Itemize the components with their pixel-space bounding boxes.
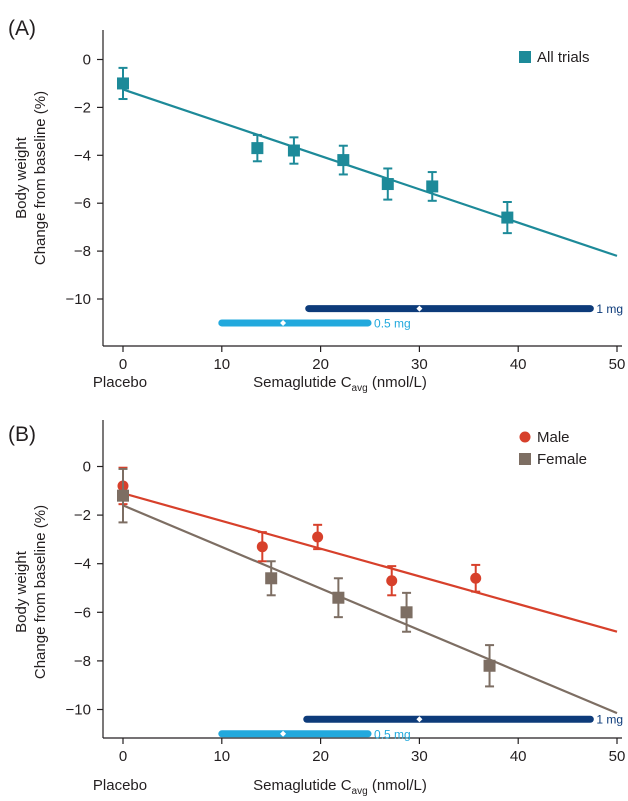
x-tick-label: 30 (411, 748, 428, 765)
x-tick-label: 30 (411, 356, 428, 373)
x-tick-label: 20 (312, 356, 329, 373)
data-point (337, 154, 350, 167)
data-point (426, 180, 439, 193)
x-tick-label: 10 (213, 356, 230, 373)
x-tick-label: 40 (510, 356, 527, 373)
x-tick-label: 0 (119, 748, 127, 765)
x-tick-label: 50 (609, 356, 626, 373)
x-axis-title: Semaglutide Cavg (nmol/L) (253, 777, 427, 797)
x-tick-label: 20 (312, 748, 329, 765)
data-point (501, 211, 514, 224)
x-axis-title-subscript: avg (352, 383, 368, 394)
y-tick-label: −2 (74, 507, 91, 524)
placebo-label: Placebo (93, 777, 147, 794)
legend-label: Female (537, 451, 587, 468)
panel-label: (B) (8, 423, 36, 446)
data-point (381, 178, 394, 191)
panel-b: (B) 0 −2 −4 −6 −8 −10 0 10 20 30 40 50 Placebo Semaglu… (8, 420, 625, 797)
y-axis-title-line2: Change from baseline (%) (32, 91, 49, 265)
data-point (256, 541, 268, 553)
legend-marker (519, 453, 531, 465)
x-axis-title-unit: (nmol/L) (368, 374, 427, 391)
y-axis-title-line1: Body weight (13, 550, 30, 633)
y-tick-label: −6 (74, 604, 91, 621)
legend-marker (519, 51, 531, 63)
panel-a: (A) 0 −2 −4 −6 −8 −10 0 10 20 30 40 50 Placebo Semaglu… (8, 17, 625, 394)
x-axis-title-main: Semaglutide C (253, 777, 352, 794)
legend-label: All trials (537, 49, 590, 66)
data-point (332, 591, 345, 604)
dose-median-marker (280, 319, 287, 326)
y-tick-label: −8 (74, 653, 91, 670)
dose-median-marker (280, 730, 287, 737)
x-tick-label: 40 (510, 748, 527, 765)
y-axis-title-line2: Change from baseline (%) (32, 505, 49, 679)
data-point (117, 77, 129, 90)
x-axis-title-main: Semaglutide C (253, 374, 352, 391)
y-tick-label: −2 (74, 99, 91, 116)
data-point (287, 144, 300, 157)
y-axis-title-line1: Body weight (13, 136, 30, 219)
x-axis-title: Semaglutide Cavg (nmol/L) (253, 374, 427, 394)
dose-median-marker (416, 305, 423, 312)
data-point (251, 142, 264, 155)
x-axis-title-unit: (nmol/L) (368, 777, 427, 794)
data-point (265, 572, 278, 585)
x-axis-title-subscript: avg (352, 786, 368, 797)
dose-label: 0.5 mg (374, 316, 411, 330)
data-point (312, 531, 324, 543)
legend-marker (519, 431, 531, 443)
dose-median-marker (416, 716, 423, 723)
y-tick-label: −8 (74, 243, 91, 260)
dose-label: 1 mg (596, 302, 623, 316)
y-axis-title: Body weight Change from baseline (%) (13, 505, 49, 679)
legend-label: Male (537, 429, 570, 446)
x-tick-label: 50 (609, 748, 626, 765)
dose-label: 1 mg (596, 713, 623, 727)
x-tick-label: 0 (119, 356, 127, 373)
x-tick-label: 10 (213, 748, 230, 765)
data-point (470, 572, 482, 584)
data-point (483, 659, 496, 672)
data-point (400, 606, 413, 619)
y-tick-label: −10 (66, 702, 91, 719)
y-axis-title: Body weight Change from baseline (%) (13, 91, 49, 265)
placebo-label: Placebo (93, 374, 147, 391)
y-tick-label: −6 (74, 195, 91, 212)
y-tick-label: 0 (83, 459, 91, 476)
fit-line (122, 492, 618, 633)
panel-label: (A) (8, 17, 36, 40)
y-tick-label: −4 (74, 556, 91, 573)
y-tick-label: −4 (74, 147, 91, 164)
y-tick-label: −10 (66, 291, 91, 308)
dose-label: 0.5 mg (374, 727, 411, 741)
fit-line (122, 88, 618, 257)
data-point (386, 575, 398, 587)
fit-line (122, 504, 618, 715)
data-point (117, 489, 129, 502)
y-tick-label: 0 (83, 52, 91, 69)
